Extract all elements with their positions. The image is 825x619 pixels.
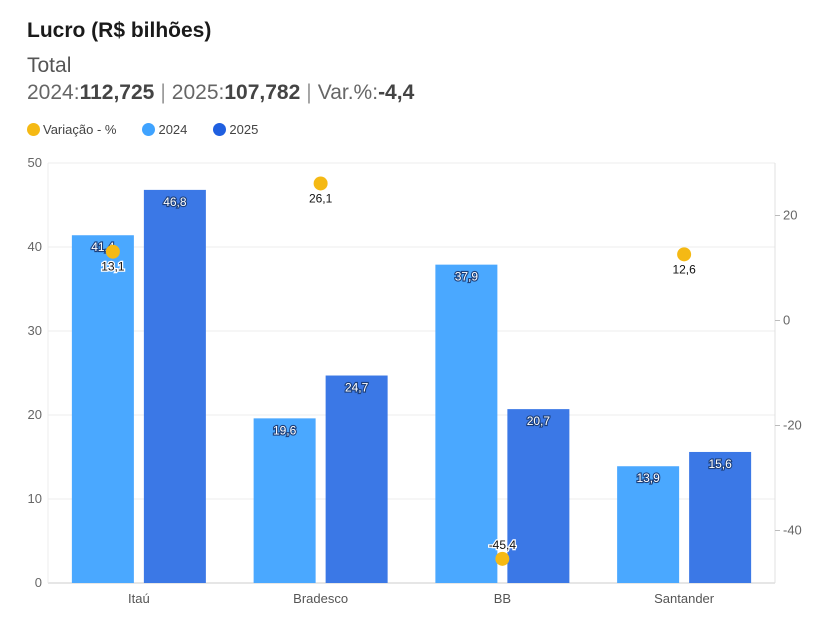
bar-data-label: 20,7	[527, 414, 551, 428]
y-left-tick-label: 0	[35, 575, 42, 590]
x-tick-label: Bradesco	[293, 591, 348, 606]
bar-data-label: 15,6	[708, 457, 732, 471]
variation-point	[677, 247, 691, 261]
bar-2025	[144, 190, 206, 583]
bar-2025	[507, 409, 569, 583]
y-right-tick-label: 0	[783, 313, 790, 328]
x-tick-label: Itaú	[128, 591, 150, 606]
variation-point	[106, 245, 120, 259]
x-tick-label: Santander	[654, 591, 715, 606]
bar-2024	[72, 235, 134, 583]
y-left-tick-label: 20	[28, 407, 42, 422]
bar-data-label: 24,7	[345, 381, 369, 395]
variation-point	[314, 176, 328, 190]
y-right-tick-label: -40	[783, 523, 802, 538]
bar-2025	[689, 452, 751, 583]
bar-data-label: 46,8	[163, 195, 187, 209]
variation-data-label: 12,6	[672, 262, 696, 276]
y-left-tick-label: 10	[28, 491, 42, 506]
y-left-tick-label: 30	[28, 323, 42, 338]
variation-data-label: 26,1	[309, 191, 333, 205]
variation-point	[495, 552, 509, 566]
bar-2024	[254, 418, 316, 583]
y-right-tick-label: -20	[783, 418, 802, 433]
y-left-tick-label: 40	[28, 239, 42, 254]
bar-2025	[326, 376, 388, 583]
bar-data-label: 19,6	[273, 423, 297, 437]
bar-2024	[435, 265, 497, 583]
bar-data-label: 13,9	[636, 471, 660, 485]
variation-data-label: 13,1	[101, 260, 125, 274]
y-left-tick-label: 50	[28, 155, 42, 170]
y-right-tick-label: 20	[783, 208, 797, 223]
bar-data-label: 37,9	[455, 270, 479, 284]
x-tick-label: BB	[494, 591, 511, 606]
variation-data-label: -45,4	[489, 538, 517, 552]
